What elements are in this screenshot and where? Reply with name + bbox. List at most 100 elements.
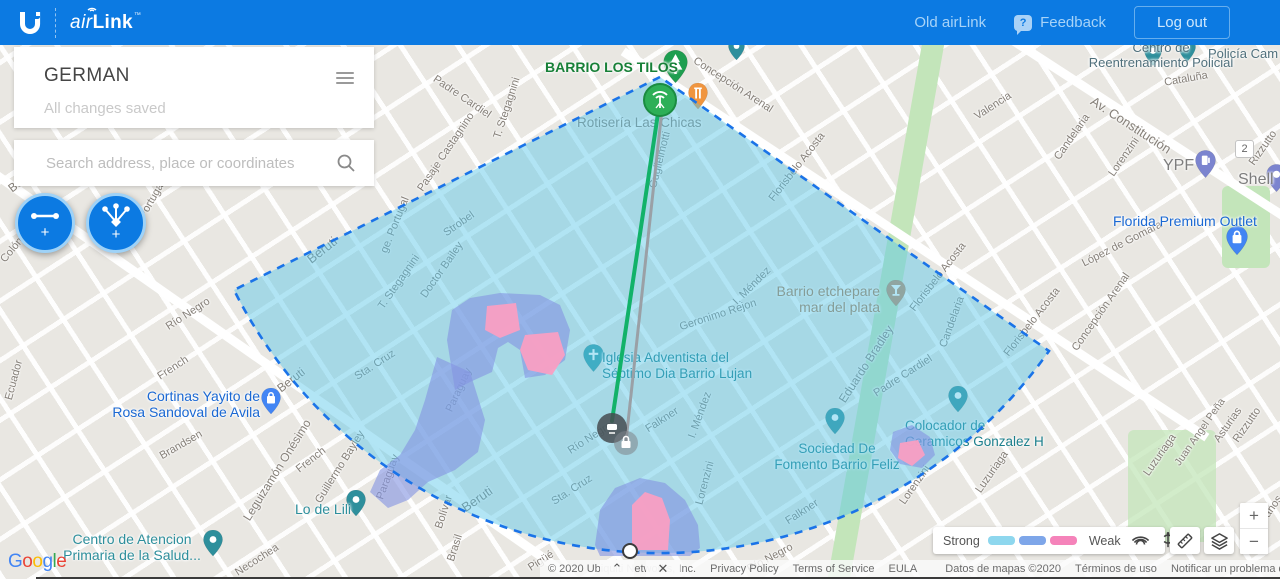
- google-logo-letter: o: [32, 551, 43, 572]
- poi-label[interactable]: Centro de Atencion Primaria de la Salud..…: [63, 531, 201, 564]
- locked-subscriber-marker[interactable]: [614, 431, 638, 455]
- heat-core-1: [485, 303, 520, 338]
- coverage-toggle-button[interactable]: [1131, 531, 1150, 550]
- add-ptp-link-button[interactable]: +: [15, 193, 75, 253]
- ruler-icon: [1177, 533, 1193, 548]
- heat-core-4: [898, 440, 925, 466]
- police-pin-centro[interactable]: [1144, 42, 1162, 67]
- old-airlink-link[interactable]: Old airLink: [914, 14, 987, 31]
- ptp-icon: [31, 213, 59, 219]
- street-label: López de Gomara: [1080, 218, 1164, 270]
- logout-button[interactable]: Log out: [1133, 6, 1230, 39]
- street-label: Guglielmotti: [647, 130, 673, 190]
- heat-core-2: [520, 332, 565, 375]
- poi-pin-lo-de-lili[interactable]: [346, 489, 366, 517]
- carousel-dot[interactable]: [622, 543, 638, 559]
- street-label: Ecuador: [2, 358, 26, 402]
- google-logo: Google: [8, 551, 67, 573]
- street-label: Candelaria: [937, 294, 967, 350]
- street-label: Falkner: [643, 404, 681, 436]
- heat-blob-bottom: [595, 478, 700, 556]
- shop-pin-cortinas[interactable]: [261, 387, 281, 415]
- poi-label[interactable]: Iglesia Adventista del Séptimo Dia Barrio…: [602, 350, 753, 381]
- street-label: Beruti: [303, 233, 341, 267]
- link-line-green[interactable]: [610, 98, 662, 423]
- panel-expand-button[interactable]: ⌃: [600, 560, 634, 577]
- airlink-logo[interactable]: air Link ™: [70, 7, 141, 34]
- map-zoom-control: + −: [1240, 503, 1268, 554]
- zoom-in-button[interactable]: +: [1240, 503, 1268, 529]
- project-panel: GERMAN All changes saved: [14, 47, 374, 128]
- street-label: Falkner: [783, 496, 821, 528]
- maps-attribution-item[interactable]: Términos de uso: [1075, 562, 1157, 575]
- poi-pin-sociedad[interactable]: [825, 407, 845, 435]
- feedback-label: Feedback: [1040, 14, 1106, 31]
- poi-pin-centro-atencion[interactable]: [203, 529, 223, 557]
- signal-legend-bar: Strong Weak: [933, 527, 1172, 554]
- link-line-gray[interactable]: [624, 99, 665, 442]
- poi-label[interactable]: Cortinas Yayito de Rosa Sandoval de Avila: [112, 388, 260, 421]
- park-patch-bottom-right: [1128, 430, 1216, 542]
- poi-pin-colocador[interactable]: [948, 385, 968, 413]
- antenna-icon: [652, 91, 668, 109]
- search-input[interactable]: [44, 153, 336, 173]
- street-label: Leguizamón Onésimo: [240, 416, 314, 524]
- route-badge: 2: [1235, 140, 1254, 158]
- feedback-link[interactable]: ? Feedback: [1014, 14, 1106, 35]
- top-navbar: air Link ™ Old airLink ? Feedback Log out: [0, 0, 1280, 45]
- zoom-out-button[interactable]: −: [1240, 529, 1268, 554]
- street-label: Cataluña: [1163, 69, 1209, 89]
- street-label: T. Stegagnini: [491, 75, 523, 141]
- brand-air: air: [70, 11, 93, 33]
- legal-link[interactable]: EULA: [888, 562, 918, 575]
- project-title: GERMAN: [44, 65, 130, 86]
- street-label: French: [155, 353, 191, 383]
- church-pin-iglesia[interactable]: [583, 344, 604, 373]
- street-label: Brandsen: [157, 428, 205, 462]
- menu-icon[interactable]: [336, 69, 354, 87]
- legend-swatch: [1049, 536, 1077, 545]
- brand-tm: ™: [133, 11, 141, 19]
- poi-label[interactable]: Centro de Reentrenamiento Policial: [1088, 40, 1234, 70]
- subscriber-marker[interactable]: [597, 413, 627, 443]
- legend-swatches: [987, 536, 1081, 545]
- street-label: Paraguay: [443, 366, 475, 414]
- brand-link: Link: [92, 11, 133, 33]
- poi-label[interactable]: Rotisería Las Chicas: [577, 115, 702, 130]
- poi-label[interactable]: Sociedad De Fomento Barrio Feliz: [774, 441, 900, 472]
- search-icon[interactable]: [336, 153, 356, 173]
- maps-attribution-item[interactable]: Notificar un problema de Maps: [1170, 562, 1280, 575]
- legal-link[interactable]: Privacy Policy: [710, 562, 779, 575]
- add-ptmp-link-button[interactable]: +: [86, 193, 146, 253]
- map-layers-button[interactable]: [1204, 527, 1234, 554]
- feedback-question-icon: ?: [1014, 14, 1033, 35]
- street-label: Candelaria: [1051, 111, 1093, 163]
- google-logo-letter: e: [56, 551, 67, 572]
- poi-label[interactable]: Lo de Lili: [295, 501, 352, 517]
- street-label: I. Méndez: [686, 390, 714, 440]
- save-status: All changes saved: [44, 100, 166, 117]
- legal-link[interactable]: Terms of Service: [792, 562, 875, 575]
- wifi-arcs-icon: [87, 7, 97, 12]
- street-label: Concepción Arenal: [1069, 270, 1133, 354]
- street-label: Lorenzini: [693, 459, 717, 507]
- ptp-plus-label: +: [41, 224, 50, 241]
- street-label: Río Negro: [565, 419, 615, 457]
- heat-blob-leg: [370, 357, 485, 508]
- poi-label[interactable]: Colocador de Ceramicos Gonzalez H: [905, 418, 1044, 449]
- legal-links: Privacy Policy Terms of Service EULA: [710, 563, 931, 575]
- window-bottom-edge: [36, 577, 1280, 579]
- heat-core-3: [632, 492, 670, 550]
- signal-icon: [1131, 536, 1149, 545]
- poi-label[interactable]: Policía Cam: [1208, 46, 1279, 61]
- measure-tool-button[interactable]: [1170, 527, 1200, 554]
- street-label: Asturias: [1211, 405, 1245, 445]
- street-label: Brasil: [445, 533, 465, 563]
- street-label: Rizzutto: [1230, 405, 1264, 445]
- street-label: Sta. Cruz: [352, 347, 398, 383]
- panel-close-button[interactable]: ✕: [646, 560, 680, 577]
- street-label: Sta. Cruz: [549, 472, 595, 508]
- ubiquiti-logo-icon[interactable]: [17, 10, 43, 36]
- poi-label[interactable]: Barrio etchepare mar del plata: [776, 283, 880, 316]
- street-label: T. Stegagnini: [375, 252, 423, 312]
